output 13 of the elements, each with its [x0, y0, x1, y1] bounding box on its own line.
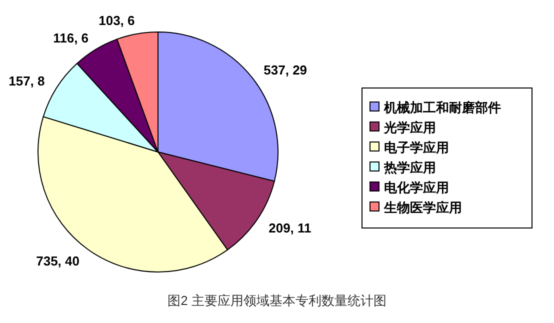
data-label: 116, 6: [53, 30, 89, 46]
legend-label: 生物医学应用: [383, 200, 462, 215]
data-label: 735, 40: [36, 254, 80, 269]
legend-label: 机械加工和耐磨部件: [383, 100, 501, 115]
data-label: 537, 29: [264, 62, 308, 78]
data-label: 103, 6: [98, 13, 135, 28]
legend-label: 热学应用: [383, 160, 436, 175]
legend-label: 电化学应用: [384, 180, 449, 195]
caption: 图2 主要应用领域基本专利数量统计图: [168, 293, 386, 308]
data-label: 157, 8: [8, 73, 45, 88]
legend-label: 光学应用: [383, 120, 436, 135]
legend-label: 电子学应用: [384, 140, 449, 155]
data-label: 209, 11: [268, 220, 312, 236]
